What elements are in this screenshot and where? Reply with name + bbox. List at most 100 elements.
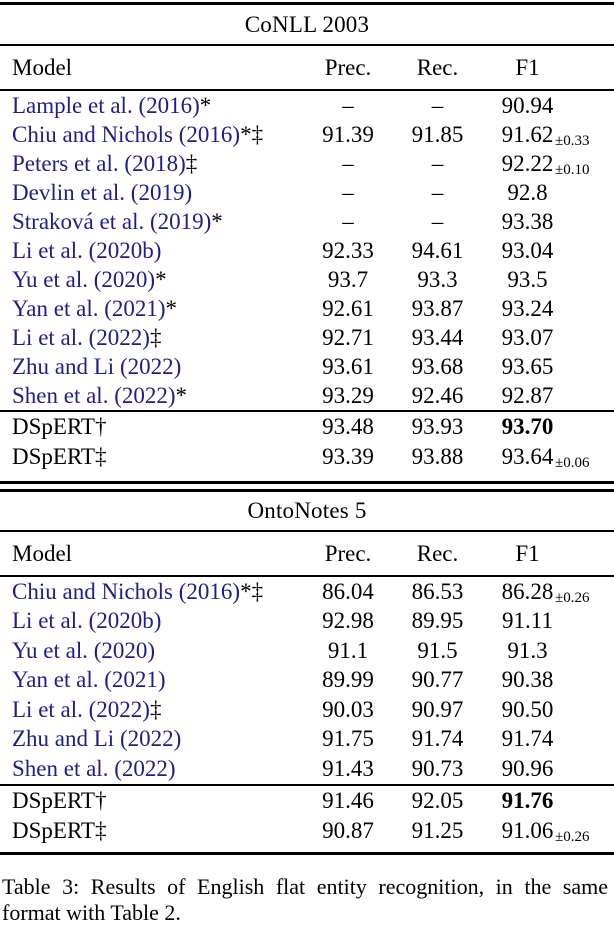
- model-citation-link[interactable]: Peters et al. (2018): [12, 150, 186, 176]
- f1-value: 90.94: [501, 92, 554, 118]
- model-name: DSpERT: [12, 414, 95, 439]
- table-row: Li et al. (2022)‡ 92.71 93.44 93.07: [0, 323, 614, 352]
- conll-table-title: CoNLL 2003: [244, 11, 370, 37]
- table-row: Li et al. (2022)‡ 90.03 90.97 90.50: [0, 695, 614, 725]
- prec-value: 89.99: [322, 667, 374, 693]
- footnote-marker: †: [94, 787, 107, 813]
- table-row: Yan et al. (2021)* 92.61 93.87 93.24: [0, 294, 614, 323]
- model-citation-link[interactable]: Shen et al. (2022): [12, 382, 176, 408]
- rec-value: 93.87: [411, 295, 464, 321]
- rec-value: –: [431, 208, 444, 234]
- model-citation-link[interactable]: Chiu and Nichols (2016): [12, 578, 241, 604]
- prec-value: 90.87: [322, 817, 374, 843]
- model-citation-link[interactable]: Yu et al. (2020): [12, 266, 156, 292]
- model-citation-link[interactable]: Zhu and Li (2022): [12, 726, 182, 752]
- rec-value: –: [431, 179, 444, 205]
- model-citation-link[interactable]: Shen et al. (2022): [12, 755, 176, 781]
- bottom-rule: [0, 851, 614, 855]
- model-citation-link[interactable]: Devlin et al. (2019): [12, 179, 193, 205]
- footnote-marker: ‡: [94, 817, 107, 843]
- prec-value: –: [342, 92, 354, 118]
- f1-value: 93.07: [501, 324, 554, 350]
- ontonotes-table-title: OntoNotes 5: [247, 498, 367, 523]
- rec-value: 93.88: [411, 444, 464, 469]
- table-caption: Table 3: Results of English flat entity …: [2, 873, 608, 925]
- model-citation-link[interactable]: Li et al. (2020b): [12, 237, 162, 263]
- table-row: Shen et al. (2022) 91.43 90.73 90.96: [0, 754, 614, 784]
- prec-value: 92.61: [322, 295, 374, 321]
- f1-value: 93.24: [501, 295, 554, 321]
- model-citation-link[interactable]: Li et al. (2022): [12, 696, 150, 722]
- model-citation-link[interactable]: Chiu and Nichols (2016): [12, 121, 241, 147]
- footnote-marker: ‡: [149, 696, 162, 722]
- table-row: Yu et al. (2020) 91.1 91.5 91.3: [0, 636, 614, 666]
- footnote-marker: *: [211, 208, 223, 234]
- rec-value: 94.61: [411, 237, 464, 263]
- prec-value: 92.71: [322, 324, 374, 350]
- prec-value: 86.04: [322, 578, 374, 604]
- prec-value: 92.33: [322, 237, 374, 263]
- f1-value: 92.22: [501, 150, 554, 176]
- table-row: Yu et al. (2020)* 93.7 93.3 93.5: [0, 265, 614, 294]
- f1-value: 86.28: [501, 578, 554, 604]
- f1-value: 91.11: [502, 608, 553, 634]
- rec-value: 93.44: [411, 324, 464, 350]
- model-citation-link[interactable]: Li et al. (2020b): [12, 608, 162, 634]
- f1-std: ±0.26: [555, 589, 590, 606]
- prec-value: 91.39: [322, 121, 374, 147]
- f1-value: 90.96: [501, 755, 554, 781]
- footnote-marker: *: [199, 92, 212, 118]
- table-row: Shen et al. (2022)* 93.29 92.46 92.87: [0, 381, 614, 410]
- ontonotes-baseline-rows: Chiu and Nichols (2016)*‡ 86.04 86.53 86…: [0, 577, 614, 784]
- ontonotes-table: OntoNotes 5 Model Prec. Rec. F1 Chiu and…: [0, 492, 614, 846]
- column-header-prec: Prec.: [324, 540, 372, 566]
- column-header-model: Model: [12, 54, 73, 80]
- rec-value: 92.05: [411, 787, 464, 813]
- table-row: DSpERT‡ 90.87 91.25 91.06 ±0.26: [0, 816, 614, 846]
- prec-value: –: [342, 208, 354, 234]
- prec-value: 92.98: [322, 608, 374, 634]
- model-citation-link[interactable]: Li et al. (2022): [12, 324, 150, 350]
- ontonotes-dspert-rows: DSpERT† 91.46 92.05 91.76 DSpERT‡ 90.87 …: [0, 786, 614, 846]
- divider: [0, 44, 614, 46]
- prec-value: 93.61: [322, 353, 374, 379]
- model-citation-link[interactable]: Yu et al. (2020): [12, 637, 156, 663]
- model-citation-link[interactable]: Zhu and Li (2022): [12, 353, 182, 379]
- prec-value: 91.1: [327, 637, 369, 663]
- f1-value: 92.87: [501, 382, 554, 408]
- rec-value: 92.46: [411, 382, 464, 408]
- model-citation-link[interactable]: Yan et al. (2021): [12, 295, 166, 321]
- footnote-marker: ‡: [149, 324, 162, 350]
- rec-value: 91.74: [411, 726, 464, 752]
- model-citation-link[interactable]: Lample et al. (2016): [12, 92, 200, 118]
- f1-value: 93.5: [507, 266, 548, 292]
- prec-value: –: [342, 179, 354, 205]
- model-citation-link[interactable]: Straková et al. (2019): [12, 208, 212, 234]
- table-separator-rule-top: [0, 481, 614, 484]
- f1-value: 91.3: [507, 637, 548, 663]
- model-name: DSpERT: [12, 787, 95, 813]
- rec-value: 93.68: [411, 353, 464, 379]
- ontonotes-header-row: Model Prec. Rec. F1: [0, 532, 614, 575]
- divider: [0, 530, 614, 532]
- prec-value: 93.29: [322, 382, 374, 408]
- column-header-f1: F1: [515, 54, 540, 80]
- table-row: Li et al. (2020b) 92.33 94.61 93.04: [0, 236, 614, 265]
- footnote-marker: ‡: [94, 444, 107, 469]
- footnote-marker: *‡: [240, 578, 264, 604]
- table-row: Li et al. (2020b) 92.98 89.95 91.11: [0, 607, 614, 637]
- table-row: Straková et al. (2019)* – – 93.38: [0, 207, 614, 236]
- prec-value: 91.46: [322, 787, 374, 813]
- f1-value: 91.62: [501, 121, 554, 147]
- prec-value: –: [342, 150, 354, 176]
- f1-value-best: 93.70: [501, 414, 554, 439]
- rec-value: 90.77: [411, 667, 464, 693]
- table-row: DSpERT† 93.48 93.93 93.70: [0, 412, 614, 442]
- prec-value: 91.43: [322, 755, 374, 781]
- conll-baseline-rows: Lample et al. (2016)* – – 90.94 Chiu and…: [0, 91, 614, 410]
- model-citation-link[interactable]: Yan et al. (2021): [12, 667, 166, 693]
- divider: [0, 410, 614, 412]
- table-row: DSpERT‡ 93.39 93.88 93.64 ±0.06: [0, 442, 614, 472]
- f1-std: ±0.06: [555, 455, 590, 471]
